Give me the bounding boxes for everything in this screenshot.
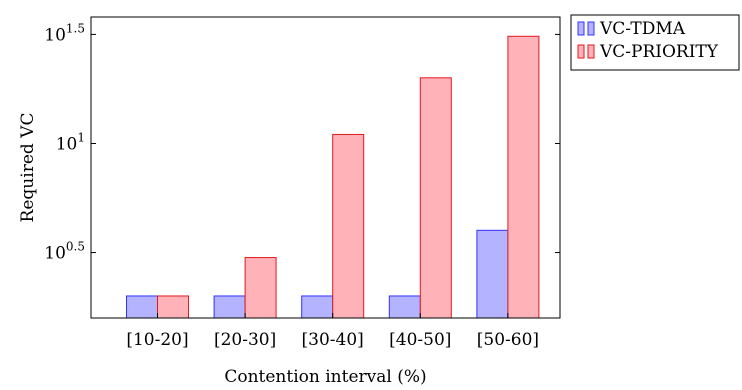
plot-frame (90, 16, 561, 319)
y-tick-label: 100.5 (44, 240, 85, 264)
bar-vc-priority-1 (244, 257, 277, 319)
y-tick-label: 101 (56, 130, 85, 154)
bar-vc-tdma-2 (301, 295, 334, 319)
bar-vc-tdma-4 (476, 229, 509, 319)
x-tick-label: [30-40] (302, 330, 364, 350)
y-axis-title: Required VC (18, 113, 38, 223)
x-tick-label: [50-60] (477, 330, 539, 350)
bar-vc-tdma-0 (126, 295, 158, 319)
legend: VC-TDMA VC-PRIORITY (570, 14, 740, 71)
x-axis-title: Contention interval (%) (224, 367, 426, 387)
legend-swatch-vc-priority-a (577, 44, 585, 59)
x-tick-label: [20-30] (214, 330, 276, 350)
bar-vc-priority-0 (157, 295, 189, 319)
y-tick-label: 101.5 (44, 21, 85, 45)
legend-frame (570, 14, 740, 71)
bar-vc-priority-3 (419, 77, 452, 319)
bar-vc-priority-2 (332, 133, 365, 319)
bars (126, 35, 540, 319)
bar-vc-tdma-1 (213, 295, 246, 319)
x-tick-label: [10-20] (126, 330, 188, 350)
bar-vc-tdma-3 (388, 295, 421, 319)
legend-swatch-vc-tdma-a (577, 21, 585, 36)
legend-swatch-vc-tdma-b (587, 21, 595, 36)
legend-swatch-vc-priority-b (587, 44, 595, 59)
legend-label-vc-tdma: VC-TDMA (599, 19, 686, 39)
bar-vc-priority-4 (507, 35, 540, 319)
x-tick-label: [40-50] (389, 330, 451, 350)
x-axis: [10-20] [20-30] [30-40] [40-50] [50-60] (126, 313, 539, 350)
legend-label-vc-priority: VC-PRIORITY (599, 42, 719, 62)
y-axis: 100.5 101 101.5 (44, 21, 560, 264)
